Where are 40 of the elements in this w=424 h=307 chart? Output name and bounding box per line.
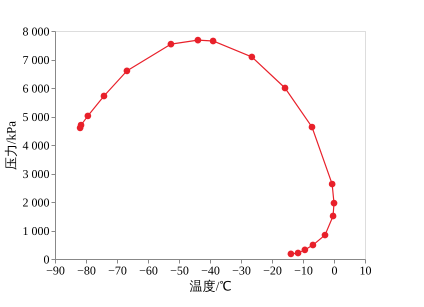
point [168, 40, 174, 48]
point [308, 124, 316, 130]
x-tick-label: −40 [201, 264, 220, 278]
x-tick-label: −60 [139, 264, 158, 278]
point [100, 92, 108, 100]
y-tick-label: 6 000 [22, 82, 50, 96]
x-tick-label: −50 [170, 264, 189, 278]
point [194, 36, 202, 44]
point [328, 180, 336, 188]
x-tick-label: −10 [294, 264, 313, 278]
point [288, 250, 294, 258]
point [84, 112, 92, 120]
point [282, 84, 288, 92]
y-tick-label: 0 [44, 252, 50, 266]
x-tick-label: −90 [46, 264, 65, 278]
x-axis-title: 温度/℃ [190, 278, 232, 294]
x-tick-label: 0 [332, 264, 338, 278]
point [302, 246, 308, 254]
point [310, 242, 316, 248]
y-tick-label: 4 000 [22, 138, 50, 152]
x-tick-label: 10 [360, 264, 372, 278]
point [78, 122, 84, 128]
y-tick-label: 2 000 [22, 196, 50, 210]
y-tick-label: 7 000 [22, 53, 50, 67]
point [322, 232, 328, 238]
point [294, 250, 302, 256]
y-axis-title: 压力/kPa [4, 120, 18, 170]
point [124, 68, 130, 74]
y-tick-label: 1 000 [22, 224, 50, 238]
y-tick-label: 3 000 [22, 167, 50, 181]
x-tick-label: −70 [108, 264, 127, 278]
y-tick-label: 8 000 [22, 24, 50, 38]
x-tick-label: −30 [232, 264, 251, 278]
x-tick-label: −20 [263, 264, 282, 278]
x-tick-label: −80 [77, 264, 96, 278]
point [330, 212, 336, 220]
point [248, 54, 256, 60]
point [210, 38, 216, 44]
y-tick-label: 5 000 [22, 110, 50, 124]
point [330, 200, 338, 206]
